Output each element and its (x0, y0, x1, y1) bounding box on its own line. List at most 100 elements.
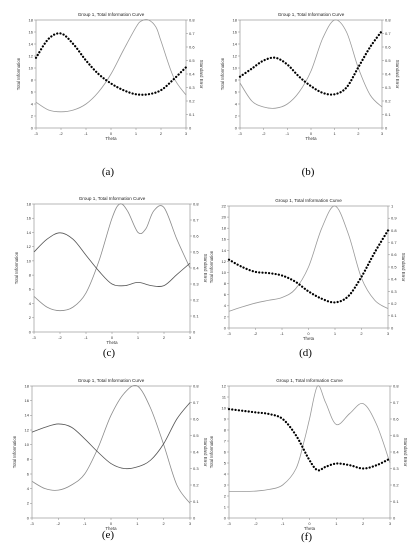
panel-d: Group 1, Total Information Curve -3 -2 -1 0 1… (209, 198, 406, 359)
chart-title: Group 1, Total Information Curve (78, 12, 145, 17)
y-left-axis-label: Total Information (12, 435, 17, 468)
standard-error-line (33, 232, 191, 287)
x-axis-label: Theta (303, 336, 315, 341)
y-left-tick-label: 0 (31, 125, 34, 130)
y-right-tick-label: 0.7 (193, 400, 199, 405)
standard-error-line (31, 402, 191, 470)
chart-title: Group 1, Total Information Curve (275, 198, 342, 203)
y-right-tick-label: 0 (193, 515, 196, 520)
y-right-tick-label: 0.4 (189, 71, 195, 76)
y-right-tick-label: 0.6 (385, 44, 391, 49)
x-tick-label: -3 (227, 331, 231, 336)
y-right-tick-label: 0.1 (193, 313, 199, 318)
y-right-tick-label: 0.8 (193, 383, 199, 388)
chart-title: Group 1, Total Information Curve (278, 12, 345, 17)
x-tick-label: 0 (307, 331, 310, 336)
y-left-tick-label: 8 (27, 457, 30, 462)
panel-label: (b) (302, 166, 315, 178)
y-right-tick-label: 0.5 (193, 249, 199, 254)
total-information-line (35, 19, 187, 113)
y-left-tick-label: 6 (29, 287, 32, 292)
y-right-tick-label: 0.9 (391, 216, 397, 221)
y-left-tick-label: 20 (222, 214, 227, 219)
x-tick-label: -1 (84, 335, 88, 340)
y-left-tick-label: 4 (29, 301, 32, 306)
y-left-tick-label: 8 (224, 281, 227, 286)
y-right-tick-label: 0.3 (385, 85, 391, 90)
total-information-line (228, 385, 391, 493)
y-right-tick-label: 0.4 (393, 449, 399, 454)
panel-e: Group 1, Total Information Curve -3 -2 -1 0 1… (12, 378, 208, 541)
y-left-tick-label: 2 (31, 113, 34, 118)
y-right-tick-label: 0.6 (189, 44, 195, 49)
y-left-tick-label: 12 (29, 53, 34, 58)
y-left-tick-label: 8 (29, 273, 32, 278)
x-tick-label: 0 (111, 335, 114, 340)
total-information-line (228, 205, 389, 312)
y-left-axis-label: Total Information (209, 435, 214, 468)
x-axis-label: Theta (105, 136, 117, 141)
total-information-line (33, 203, 191, 312)
y-right-tick-label: 0.5 (193, 433, 199, 438)
panel-b: Group 1, Total Information Curve -3 -2 -1 0 1… (220, 12, 400, 178)
y-left-tick-label: 4 (31, 101, 34, 106)
x-tick-label: -2 (254, 331, 258, 336)
y-left-tick-label: 9 (224, 416, 227, 421)
y-left-tick-label: 6 (27, 471, 30, 476)
x-tick-label: -2 (254, 521, 258, 526)
x-tick-label: 1 (135, 131, 138, 136)
y-left-tick-label: 10 (27, 258, 32, 263)
y-left-tick-label: 18 (29, 17, 34, 22)
y-right-axis-label: Standard Error (199, 60, 204, 89)
x-tick-label: -2 (262, 131, 266, 136)
x-tick-label: 3 (381, 131, 384, 136)
y-right-tick-label: 0.5 (385, 58, 391, 63)
y-right-tick-label: 0.2 (193, 482, 199, 487)
y-left-tick-label: 10 (222, 405, 227, 410)
x-tick-label: 1 (334, 131, 337, 136)
total-information-line (31, 385, 191, 504)
plot-frame (33, 203, 191, 333)
x-tick-label: -2 (57, 521, 61, 526)
y-left-tick-label: 14 (233, 41, 238, 46)
x-tick-label: 0 (110, 131, 113, 136)
x-tick-label: 3 (189, 335, 192, 340)
y-right-tick-label: 0.1 (189, 112, 195, 117)
y-left-tick-label: 18 (27, 201, 32, 206)
x-tick-label: 2 (163, 335, 166, 340)
y-right-tick-label: 0.8 (391, 228, 397, 233)
y-left-tick-label: 8 (235, 77, 238, 82)
y-right-tick-label: 0.7 (391, 240, 397, 245)
y-right-axis-label: Standard Error (203, 254, 208, 283)
y-left-tick-label: 8 (31, 77, 34, 82)
y-left-tick-label: 2 (29, 315, 32, 320)
y-left-tick-label: 10 (29, 65, 34, 70)
panel-label: (f) (301, 531, 312, 543)
y-left-tick-label: 8 (224, 427, 227, 432)
y-right-tick-label: 0.3 (189, 85, 195, 90)
y-right-tick-label: 0.1 (391, 313, 397, 318)
y-right-tick-label: 0.2 (189, 98, 195, 103)
x-tick-label: 3 (189, 521, 192, 526)
y-left-tick-label: 4 (27, 486, 30, 491)
y-right-tick-label: 0.7 (189, 31, 195, 36)
y-left-tick-label: 3 (224, 482, 227, 487)
y-left-tick-label: 6 (224, 292, 227, 297)
y-right-tick-label: 0.3 (393, 466, 399, 471)
y-left-tick-label: 0 (224, 325, 227, 330)
y-left-tick-label: 0 (235, 125, 238, 130)
y-left-tick-label: 10 (222, 270, 227, 275)
y-left-tick-label: 4 (235, 101, 238, 106)
y-left-tick-label: 0 (29, 329, 32, 334)
y-left-tick-label: 4 (224, 303, 227, 308)
y-right-tick-label: 0.4 (193, 449, 199, 454)
y-left-tick-label: 6 (235, 89, 238, 94)
x-tick-label: 0 (308, 521, 311, 526)
x-tick-label: 1 (335, 521, 338, 526)
x-tick-label: -2 (59, 131, 63, 136)
y-right-tick-label: 0.8 (393, 383, 399, 388)
panel-label: (d) (299, 347, 312, 359)
panel-c: Group 1, Total Information Curve -3 -2 -1 0 1… (14, 196, 208, 359)
y-left-tick-label: 16 (222, 237, 227, 242)
x-tick-label: 2 (160, 131, 163, 136)
